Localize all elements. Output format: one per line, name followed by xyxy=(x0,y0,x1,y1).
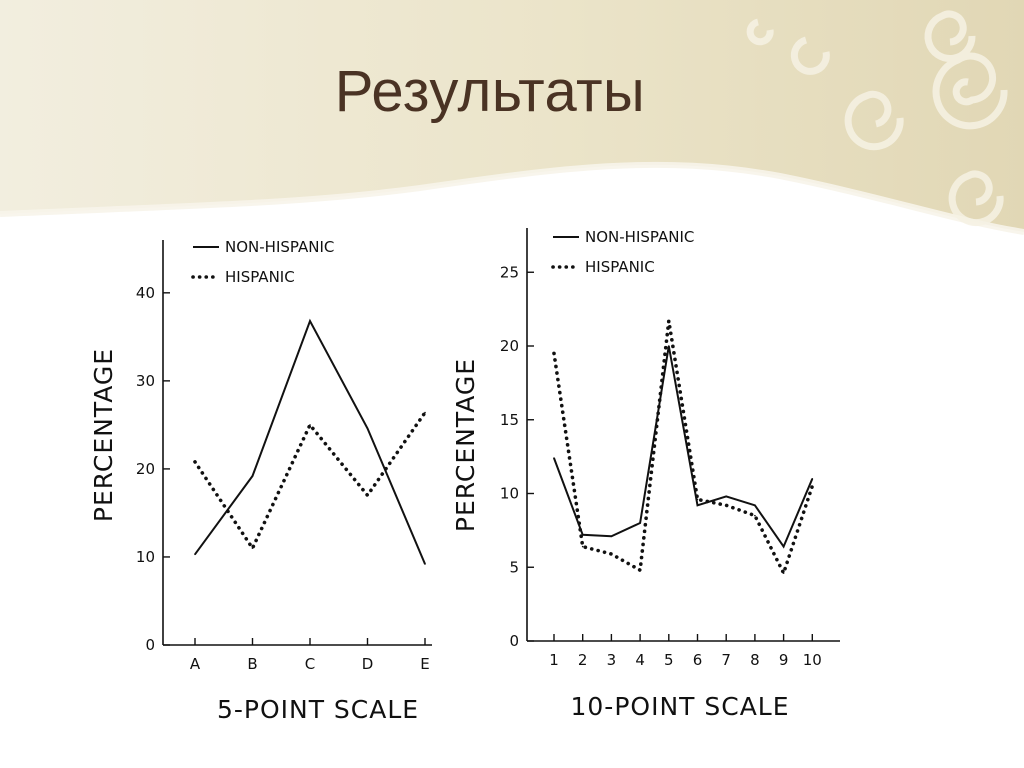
slide-title: Результаты xyxy=(334,59,646,124)
data-point-hispanic xyxy=(581,545,584,548)
data-point-hispanic xyxy=(811,485,814,487)
y-tick-label: 20 xyxy=(500,337,519,355)
x-tick-label: 7 xyxy=(721,651,731,669)
header-banner xyxy=(0,0,1024,235)
x-tick-label: 2 xyxy=(578,651,588,669)
x-axis-title: 10-POINT SCALE xyxy=(570,692,789,721)
x-tick-label: A xyxy=(190,655,201,673)
legend-label: NON-HISPANIC xyxy=(585,228,694,246)
x-tick-label: B xyxy=(247,655,257,673)
data-point-non-hispanic xyxy=(639,522,641,524)
data-point-hispanic xyxy=(309,424,311,426)
x-axis-title: 5-POINT SCALE xyxy=(217,695,419,724)
y-tick-label: 15 xyxy=(500,411,519,429)
data-point-hispanic xyxy=(668,320,670,322)
y-tick-label: 25 xyxy=(500,263,519,281)
data-point-non-hispanic xyxy=(610,535,613,538)
data-point-non-hispanic xyxy=(553,457,555,459)
data-point-non-hispanic xyxy=(424,563,426,565)
x-tick-label: 6 xyxy=(693,651,703,669)
x-tick-label: C xyxy=(305,655,315,673)
y-tick-label: 5 xyxy=(509,558,519,576)
data-point-hispanic xyxy=(251,547,254,549)
data-point-non-hispanic xyxy=(309,320,311,322)
y-tick-label: 0 xyxy=(509,632,519,650)
x-tick-label: 1 xyxy=(549,651,559,669)
data-point-non-hispanic xyxy=(696,504,699,507)
data-point-hispanic xyxy=(610,553,613,555)
data-point-hispanic xyxy=(725,504,727,507)
header-wave-edge xyxy=(0,161,1024,235)
data-point-hispanic xyxy=(194,461,196,463)
y-axis-title: PERCENTAGE xyxy=(89,348,118,522)
data-point-hispanic xyxy=(696,498,699,501)
x-tick-label: 5 xyxy=(664,651,674,669)
y-axis-title: PERCENTAGE xyxy=(451,358,480,532)
data-point-hispanic xyxy=(639,569,641,571)
legend-label: NON-HISPANIC xyxy=(225,238,334,256)
data-point-non-hispanic xyxy=(754,504,756,507)
data-point-non-hispanic xyxy=(194,553,196,556)
x-tick-label: 3 xyxy=(607,651,617,669)
data-point-non-hispanic xyxy=(366,427,369,430)
y-tick-label: 10 xyxy=(136,548,155,566)
series-line-hispanic xyxy=(193,410,427,552)
series-line-hispanic xyxy=(552,320,815,578)
legend-label: HISPANIC xyxy=(225,268,295,286)
data-point-hispanic xyxy=(754,514,756,517)
series-line-non-hispanic xyxy=(553,345,814,549)
data-point-hispanic xyxy=(782,572,785,574)
y-tick-label: 0 xyxy=(145,636,155,654)
x-tick-label: 8 xyxy=(750,651,760,669)
x-tick-label: E xyxy=(420,655,429,673)
y-tick-label: 20 xyxy=(136,460,155,478)
swirl-ornament xyxy=(746,10,1008,227)
x-tick-label: 9 xyxy=(779,651,789,669)
data-point-non-hispanic xyxy=(251,475,254,477)
data-point-hispanic xyxy=(553,352,555,355)
x-tick-label: D xyxy=(362,655,374,673)
data-point-non-hispanic xyxy=(725,495,727,498)
data-point-non-hispanic xyxy=(782,545,785,548)
header-wave-shape xyxy=(0,0,1024,232)
y-tick-label: 10 xyxy=(500,485,519,503)
legend-label: HISPANIC xyxy=(585,258,655,276)
data-point-non-hispanic xyxy=(811,477,814,480)
x-tick-label: 10 xyxy=(803,651,822,669)
x-tick-label: 4 xyxy=(635,651,645,669)
y-tick-label: 40 xyxy=(136,284,155,302)
data-point-hispanic xyxy=(424,411,426,414)
data-point-hispanic xyxy=(366,494,369,497)
y-tick-label: 30 xyxy=(136,372,155,390)
data-point-non-hispanic xyxy=(668,345,670,347)
